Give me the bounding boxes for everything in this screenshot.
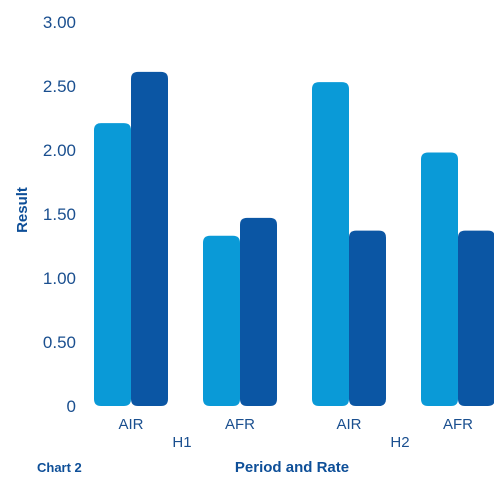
x-category-label: AFR	[443, 416, 473, 433]
y-tick-label: 3.00	[43, 13, 76, 32]
y-tick-label: 0.50	[43, 333, 76, 352]
bar	[312, 82, 349, 406]
x-group-label: H2	[390, 434, 409, 451]
bar	[458, 230, 494, 406]
x-category-label: AIR	[336, 416, 361, 433]
x-group-label: H1	[172, 434, 191, 451]
x-category-label: AFR	[225, 416, 255, 433]
group-labels: H1 H2	[172, 434, 409, 451]
bars	[94, 71, 494, 407]
y-tick-label: 2.00	[43, 141, 76, 160]
bar	[240, 217, 277, 406]
y-axis-ticks: 0 0.50 1.00 1.50 2.00 2.50 3.00	[43, 13, 76, 416]
category-labels: AIR AFR AIR AFR	[118, 416, 473, 433]
y-tick-label: 0	[67, 397, 76, 416]
bar	[94, 123, 131, 407]
y-tick-label: 1.50	[43, 205, 76, 224]
y-tick-label: 1.00	[43, 269, 76, 288]
bar	[421, 152, 458, 406]
y-tick-label: 2.50	[43, 77, 76, 96]
y-axis-title: Result	[14, 187, 31, 233]
x-category-label: AIR	[118, 416, 143, 433]
x-axis-title: Period and Rate	[235, 459, 349, 476]
bar	[349, 230, 386, 406]
bar	[203, 235, 240, 406]
chart-caption: Chart 2	[37, 460, 82, 475]
bar	[131, 71, 168, 407]
